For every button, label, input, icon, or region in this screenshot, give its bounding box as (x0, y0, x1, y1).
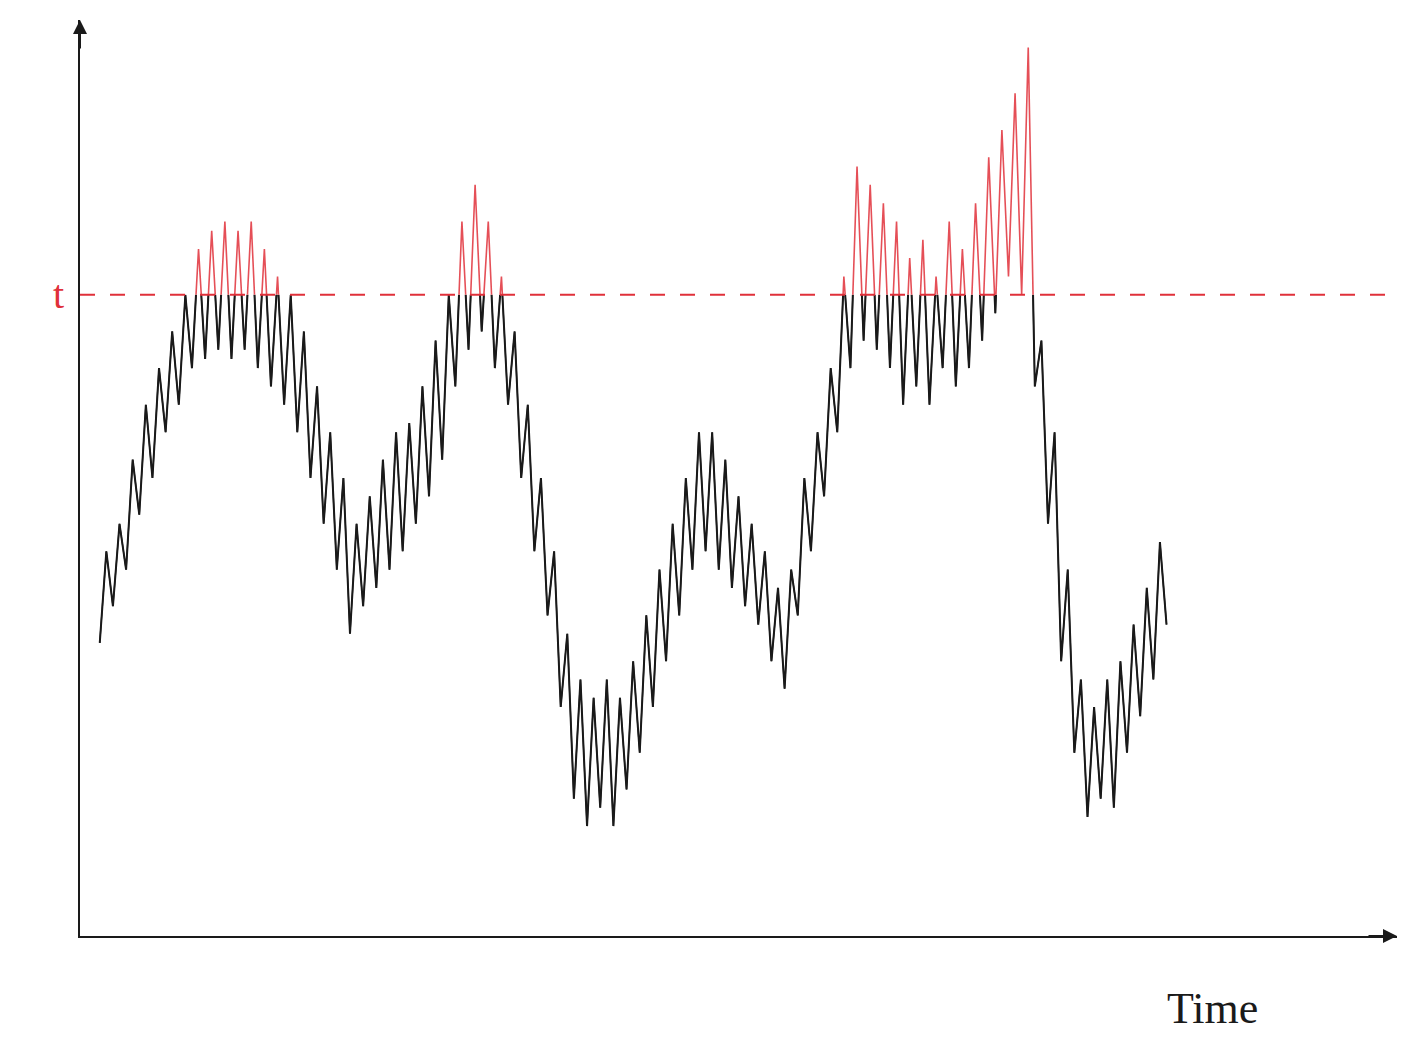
svg-text:Time: Time (1167, 984, 1258, 1033)
svg-text:t: t (53, 272, 64, 317)
